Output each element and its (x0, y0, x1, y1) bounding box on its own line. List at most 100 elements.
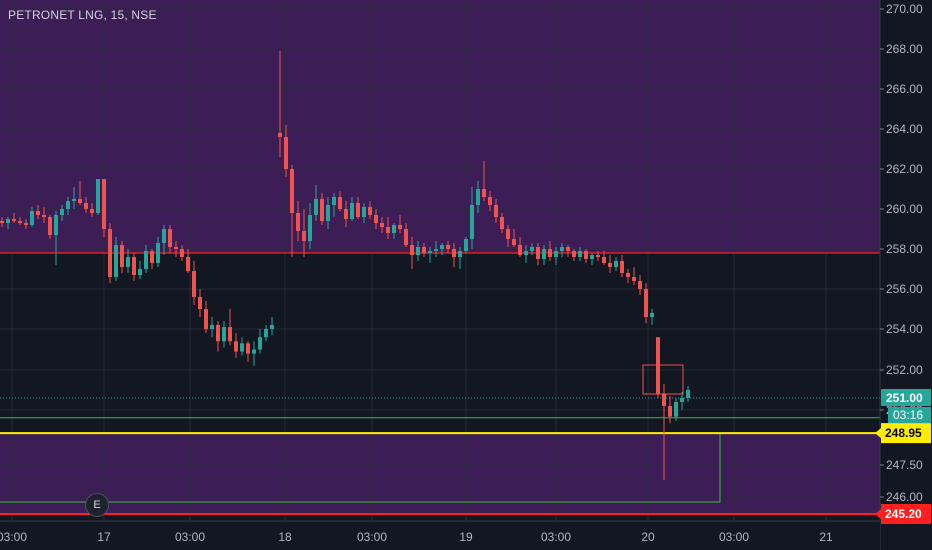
yellow-level-label: 248.95 (885, 426, 922, 440)
price-axis[interactable] (880, 0, 932, 550)
candle-body (440, 245, 444, 249)
candle-body (198, 297, 202, 309)
candle-body (84, 203, 88, 209)
candle-body (686, 390, 690, 398)
time-tick-label: 03:00 (719, 530, 749, 544)
candle-body (66, 201, 70, 209)
price-tick-label: 270.00 (886, 2, 923, 16)
candle-body (398, 225, 402, 229)
candle-body (320, 199, 324, 221)
price-tick-label: 258.00 (886, 242, 923, 256)
candle-body (204, 309, 208, 329)
candle-body (234, 341, 238, 352)
time-tick-label: 03:00 (541, 530, 571, 544)
current-price-tag (881, 389, 931, 406)
candle-body (476, 189, 480, 205)
candle-body (662, 394, 666, 406)
candle-body (72, 199, 76, 201)
candle-body (270, 325, 274, 329)
candle-body (608, 263, 612, 267)
candle-body (264, 329, 268, 338)
candle-body (60, 209, 64, 215)
candle-body (458, 251, 462, 257)
time-tick-label: 19 (459, 530, 473, 544)
candle-body (108, 229, 112, 277)
candle-body (42, 215, 46, 217)
time-axis[interactable] (0, 521, 880, 550)
candle-body (90, 209, 94, 213)
red-level-tag-arrow (875, 509, 881, 519)
candle-body (422, 247, 426, 253)
candle-body (584, 251, 588, 259)
candle-body (356, 203, 360, 217)
candle-body (138, 269, 142, 275)
candle-body (512, 239, 516, 245)
candle-body (560, 247, 564, 251)
price-tick-label: 268.00 (886, 42, 923, 56)
candle-body (314, 199, 318, 215)
price-tick-label: 264.00 (886, 122, 923, 136)
candle-body (246, 343, 250, 354)
candle-body (674, 402, 678, 417)
red-level-tag (881, 504, 931, 524)
candle-body (638, 281, 642, 289)
candle-body (644, 289, 648, 317)
candle-body (332, 197, 336, 205)
support-zone (0, 433, 880, 514)
candle-body (410, 245, 414, 255)
price-tick-label: 262.00 (886, 162, 923, 176)
candle-body (18, 221, 22, 223)
candle-body (494, 205, 498, 217)
countdown-label: 03:16 (893, 408, 923, 422)
candle-body (216, 325, 220, 342)
candle-body (470, 205, 474, 239)
candle-body (132, 257, 136, 275)
earnings-event-marker[interactable]: E (85, 493, 109, 517)
candle-body (302, 231, 306, 241)
candle-body (252, 349, 256, 354)
price-tick-label: 266.00 (886, 82, 923, 96)
candle-body (524, 251, 528, 255)
current-price-label: 251.00 (886, 391, 923, 405)
candle-body (228, 327, 232, 342)
candle-body (278, 133, 282, 137)
candle-body (168, 229, 172, 247)
candle-body (506, 229, 510, 239)
candle-body (54, 215, 58, 235)
candle-body (96, 179, 100, 213)
candle-body (416, 247, 420, 255)
candle-body (428, 251, 432, 253)
candle-body (680, 398, 684, 402)
candle-body (656, 337, 660, 394)
candle-body (626, 273, 630, 277)
price-tick-label: 260.00 (886, 202, 923, 216)
candle-body (240, 343, 244, 352)
candle-body (554, 251, 558, 257)
time-tick-label: 18 (278, 530, 292, 544)
time-tick-label: 03:00 (0, 530, 27, 544)
candle-body (518, 245, 522, 255)
yellow-level-tag-arrow (875, 428, 881, 439)
yellow-level-tag (881, 423, 931, 444)
green-box-outline (0, 433, 721, 503)
candle-body (578, 251, 582, 257)
symbol-title: PETRONET LNG, 15, NSE (8, 8, 157, 22)
time-tick-label: 03:00 (175, 530, 205, 544)
candle-body (452, 249, 456, 257)
candle-body (222, 327, 226, 342)
red-level-label: 245.20 (885, 507, 922, 521)
countdown-tag (888, 407, 931, 423)
candle-body (566, 247, 570, 251)
candle-body (114, 245, 118, 277)
candle-body (174, 247, 178, 249)
candle-body (36, 211, 40, 215)
price-tick-label: 252.00 (886, 363, 923, 377)
candle-body (326, 205, 330, 221)
candle-body (446, 245, 450, 249)
time-tick-label: 03:00 (357, 530, 387, 544)
candle-body (192, 271, 196, 297)
time-tick-label: 21 (819, 530, 833, 544)
candle-body (186, 257, 190, 271)
